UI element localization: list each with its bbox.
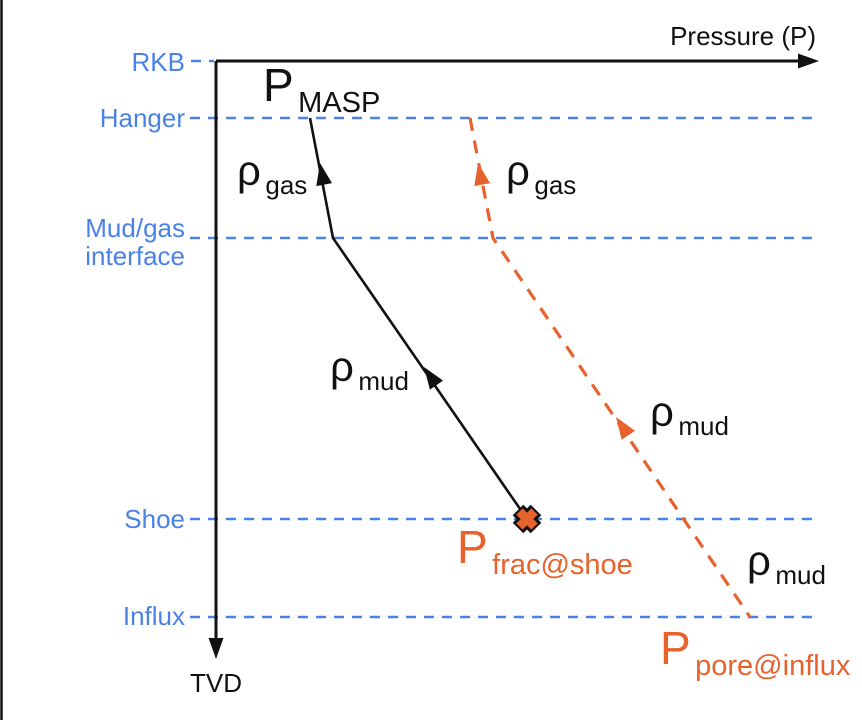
p-pore-influx-label: P pore@influx xyxy=(660,622,851,682)
mud-gas-interface-label-line2: interface xyxy=(85,241,185,271)
depth-reference-lines xyxy=(190,59,812,619)
tvd-axis-arrow-icon xyxy=(208,638,224,659)
pressure-axis-title: Pressure (P) xyxy=(670,21,816,51)
orange-gas-gradient-arrow-icon xyxy=(474,163,491,187)
tvd-axis-title: TVD xyxy=(190,668,242,698)
p-frac-shoe-label: P frac@shoe xyxy=(457,521,633,581)
orange-mud-gradient-arrow-icon xyxy=(616,417,635,440)
mud-gas-interface-label-line1: Mud/gas xyxy=(85,213,185,243)
rho-gas-right-label: ρ gas xyxy=(506,147,576,200)
axes xyxy=(208,53,819,659)
p-masp-label: P MASP xyxy=(263,59,380,119)
gas-gradient-arrow-icon xyxy=(316,163,333,187)
shoe-label: Shoe xyxy=(124,504,185,534)
pressure-axis-arrow-icon xyxy=(798,53,819,69)
frac-at-shoe-marker-icon xyxy=(512,504,542,534)
rho-mud-right-label: ρ mud xyxy=(650,388,729,441)
gas-migration-pressure-curve xyxy=(308,117,529,520)
rho-mud-lower-right-label: ρ mud xyxy=(747,537,826,590)
rho-mud-left-label: ρ mud xyxy=(330,343,409,396)
hanger-label: Hanger xyxy=(100,103,186,133)
initial-shut-in-pressure-curve xyxy=(468,117,752,618)
rho-gas-left-label: ρ gas xyxy=(237,147,307,200)
dashed-orange-gradient-line xyxy=(468,117,752,618)
solid-black-gradient-line xyxy=(308,117,529,520)
mud-gradient-arrow-icon xyxy=(424,367,444,390)
depth-labels: RKB Hanger Mud/gas interface Shoe Influx xyxy=(85,47,185,631)
influx-label: Influx xyxy=(123,601,185,631)
rkb-label: RKB xyxy=(132,47,185,77)
